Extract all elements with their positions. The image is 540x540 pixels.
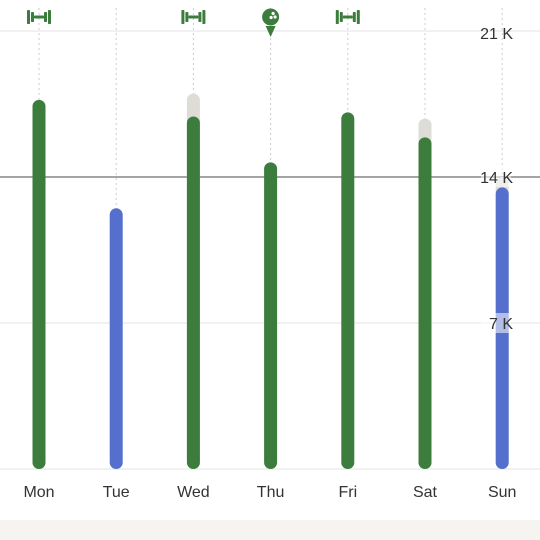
dumbbell-part <box>34 15 44 19</box>
x-tick-label-sun: Sun <box>488 484 516 501</box>
dumbbell-icon-wed <box>181 10 206 24</box>
bar-wed <box>186 116 200 469</box>
bar-fri <box>341 112 355 469</box>
finger-hole <box>271 11 275 16</box>
x-tick-label-tue: Tue <box>103 484 130 501</box>
dumbbell-part <box>339 12 343 22</box>
dumbbell-part <box>188 15 199 19</box>
tick-plate-7 <box>481 313 511 333</box>
dumbbell-part <box>31 12 34 22</box>
bar-sat <box>418 137 432 469</box>
tick-plate-14 <box>481 167 511 187</box>
y-tick-label-14: 14 K <box>480 170 513 187</box>
bowling-pin-icon-thu <box>262 8 280 37</box>
dumbbell-part <box>48 10 51 24</box>
bar-tue <box>109 208 123 470</box>
dumbbell-part <box>352 12 356 22</box>
x-tick-label-fri: Fri <box>338 484 357 501</box>
x-tick-label-wed: Wed <box>177 484 210 501</box>
dumbbell-part <box>181 10 185 24</box>
dumbbell-part <box>185 12 189 22</box>
x-tick-label-mon: Mon <box>23 484 54 501</box>
dumbbell-icon-fri <box>335 10 360 24</box>
dumbbell-part <box>356 10 360 24</box>
x-tick-label-thu: Thu <box>257 484 285 501</box>
bar-thu <box>264 162 278 469</box>
dumbbell-part <box>342 15 353 19</box>
dumbbell-icon-mon <box>27 10 51 24</box>
dumbbell-part <box>202 10 206 24</box>
dumbbell-part <box>44 12 47 22</box>
pin-tip <box>265 26 276 37</box>
y-tick-label-21: 21 K <box>480 26 513 43</box>
bar-mon <box>32 99 46 469</box>
bottom-panel <box>0 520 540 540</box>
x-tick-label-sat: Sat <box>413 484 438 501</box>
y-tick-label-7: 7 K <box>489 316 513 333</box>
dumbbell-part <box>198 12 202 22</box>
dumbbell-part <box>27 10 30 24</box>
finger-hole <box>273 15 277 19</box>
dumbbell-part <box>335 10 339 24</box>
finger-hole <box>269 15 273 20</box>
